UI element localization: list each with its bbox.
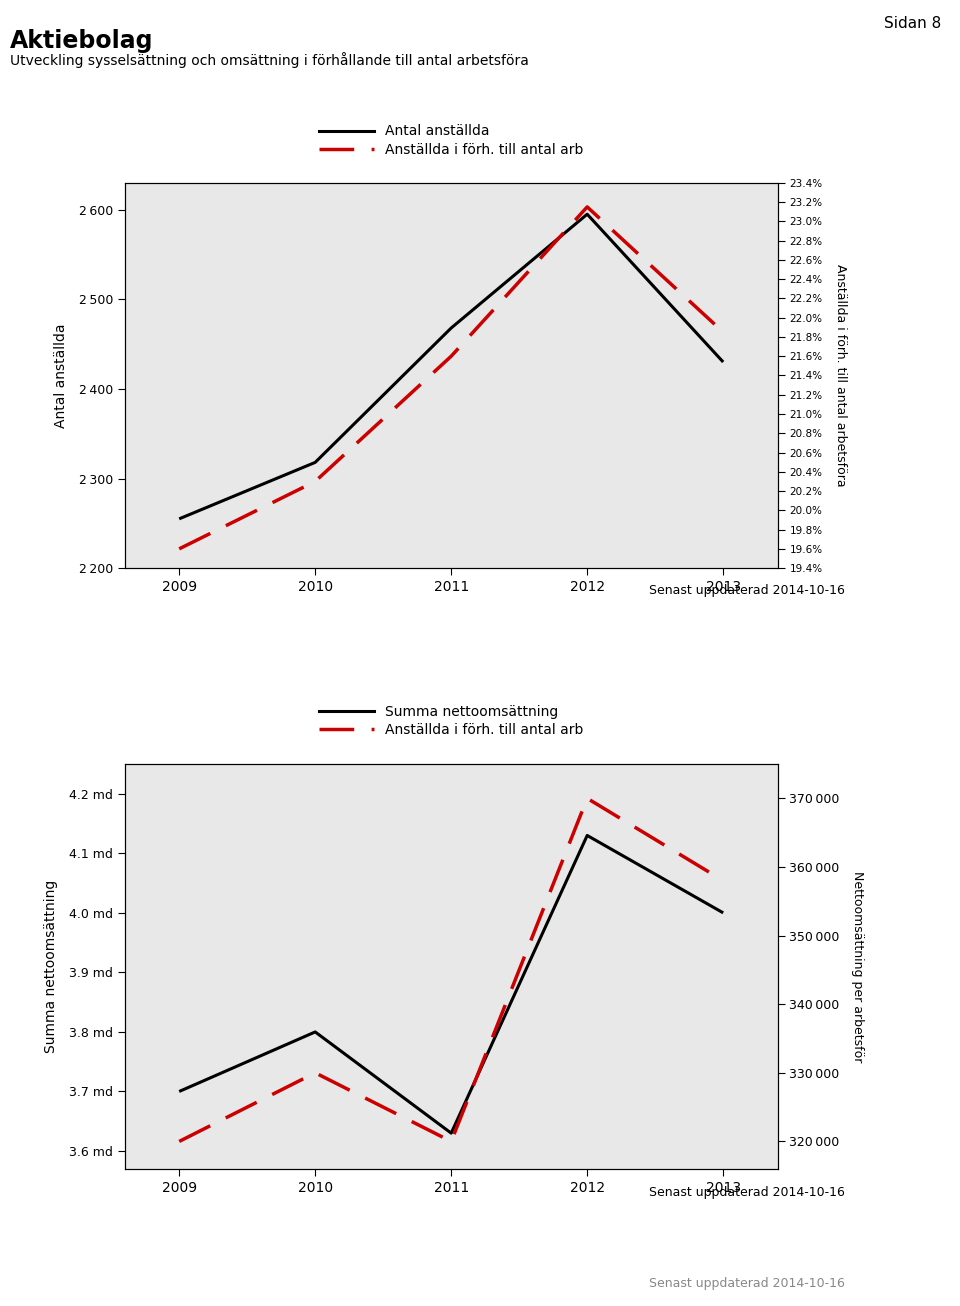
Text: Sidan 8: Sidan 8	[883, 16, 941, 30]
Y-axis label: Antal anställda: Antal anställda	[54, 323, 67, 428]
Text: Senast uppdaterad 2014-10-16: Senast uppdaterad 2014-10-16	[649, 584, 845, 597]
Y-axis label: Nettoomsättning per arbetsför: Nettoomsättning per arbetsför	[851, 871, 864, 1062]
Text: Utveckling sysselsättning och omsättning i förhållande till antal arbetsföra: Utveckling sysselsättning och omsättning…	[10, 52, 528, 68]
Legend: Summa nettoomsättning, Anställda i förh. till antal arb: Summa nettoomsättning, Anställda i förh.…	[319, 705, 584, 737]
Text: Senast uppdaterad 2014-10-16: Senast uppdaterad 2014-10-16	[649, 1277, 845, 1290]
Text: Aktiebolag: Aktiebolag	[10, 29, 153, 52]
Text: Senast uppdaterad 2014-10-16: Senast uppdaterad 2014-10-16	[649, 1186, 845, 1199]
Y-axis label: Anställda i förh. till antal arbetsföra: Anställda i förh. till antal arbetsföra	[833, 264, 847, 487]
Legend: Antal anställda, Anställda i förh. till antal arb: Antal anställda, Anställda i förh. till …	[319, 124, 584, 157]
Y-axis label: Summa nettoomsättning: Summa nettoomsättning	[44, 880, 58, 1053]
